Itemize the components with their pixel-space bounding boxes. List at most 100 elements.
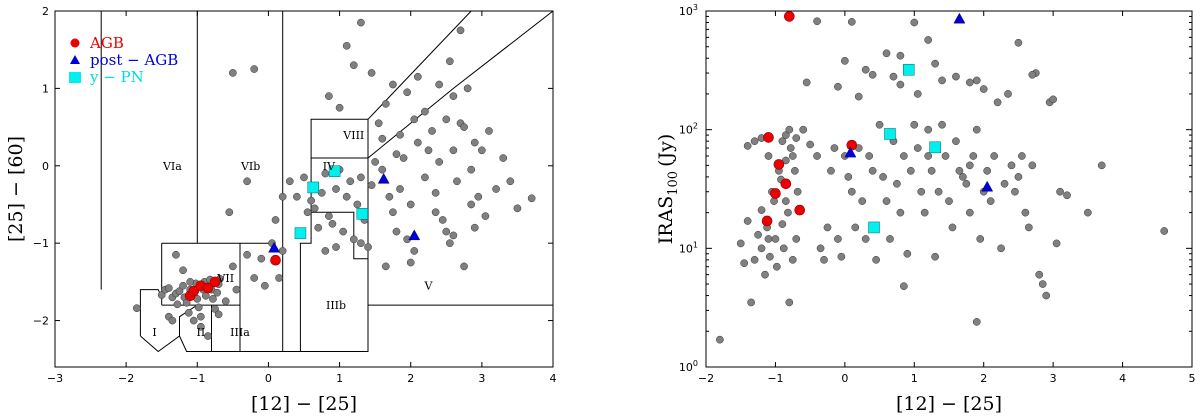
y-tick-label: 100	[679, 359, 698, 374]
x-tick-label: −2	[118, 372, 134, 385]
point-sources	[307, 196, 315, 205]
left-data-points	[132, 18, 536, 340]
point-sources	[879, 173, 887, 181]
point-sources	[910, 18, 919, 27]
point-sources	[952, 72, 960, 81]
point-sources	[969, 152, 978, 160]
point-sources	[743, 217, 752, 225]
y-tick-label: −1	[33, 237, 49, 250]
point-sources	[1004, 90, 1012, 98]
x-tick-label: 3	[1050, 372, 1057, 385]
point-sources	[367, 181, 376, 189]
point-sources	[820, 255, 828, 264]
point-sources	[392, 227, 401, 236]
point-sources	[736, 239, 745, 248]
point-sources	[959, 173, 967, 181]
point-sources	[1097, 161, 1106, 170]
point-sources	[945, 197, 953, 205]
point-sources	[913, 144, 922, 152]
point-sources	[179, 266, 187, 275]
point-sources	[924, 152, 933, 160]
point-sources	[435, 158, 444, 166]
point-sources	[221, 297, 230, 306]
point-agb	[270, 254, 281, 266]
point-sources	[257, 254, 266, 263]
point-sources	[442, 115, 451, 124]
point-sources	[413, 138, 422, 147]
point-sources	[972, 125, 981, 134]
left-legend: AGB post − AGB y − PN	[69, 34, 178, 86]
point-y-pn	[929, 141, 941, 154]
region-label-iiib: IIIb	[326, 299, 346, 312]
point-sources	[934, 187, 943, 196]
right-plot-frame	[705, 10, 1193, 368]
point-sources	[194, 303, 203, 312]
point-sources	[499, 154, 508, 162]
point-sources	[332, 243, 340, 251]
point-sources	[481, 212, 490, 220]
point-sources	[865, 152, 874, 160]
point-sources	[378, 165, 387, 174]
x-tick-label: 0	[841, 372, 848, 385]
point-sources	[1028, 161, 1037, 170]
y-tick-label: 103	[679, 3, 698, 18]
point-sources	[396, 130, 404, 139]
x-tick-label: 1	[336, 372, 343, 385]
point-sources	[740, 259, 749, 268]
point-sources	[858, 197, 867, 205]
point-sources	[965, 78, 974, 87]
x-tick-label: 1	[911, 372, 918, 385]
region-boundary	[179, 305, 241, 352]
point-sources	[1000, 179, 1009, 188]
point-post-agb	[377, 172, 390, 184]
point-sources	[467, 165, 476, 174]
point-y-pn	[294, 227, 307, 239]
point-sources	[374, 119, 383, 128]
point-sources	[172, 250, 180, 259]
y-tick-label: 2	[42, 5, 49, 18]
x-tick-label: −3	[47, 372, 63, 385]
point-sources	[406, 200, 415, 209]
point-agb	[846, 139, 858, 151]
point-sources	[896, 80, 905, 89]
point-sources	[799, 125, 808, 134]
point-sources	[716, 335, 724, 344]
point-sources	[342, 41, 351, 50]
point-sources	[328, 219, 337, 228]
point-sources	[813, 152, 821, 160]
point-sources	[771, 235, 780, 243]
point-sources	[431, 208, 440, 217]
point-agb	[188, 285, 200, 297]
point-sources	[211, 305, 219, 313]
x-tick-label: 0	[265, 372, 272, 385]
point-sources	[467, 200, 476, 209]
point-sources	[275, 274, 283, 282]
region-boundary	[300, 304, 553, 352]
region-boundary	[310, 118, 369, 158]
point-y-pn	[884, 128, 896, 140]
point-sources	[392, 150, 401, 159]
point-sources	[364, 243, 372, 251]
point-sources	[896, 51, 905, 60]
point-post-agb	[844, 146, 857, 158]
region-label-viii: VIII	[342, 129, 364, 142]
point-sources	[261, 281, 269, 290]
point-sources	[175, 287, 184, 296]
point-sources	[250, 65, 259, 73]
point-sources	[399, 154, 408, 162]
point-sources	[990, 152, 998, 160]
point-sources	[772, 262, 781, 271]
point-sources	[463, 84, 472, 93]
region-label-iv: IV	[323, 160, 336, 173]
point-sources	[214, 310, 223, 319]
point-sources	[449, 146, 458, 155]
point-sources	[997, 244, 1005, 253]
point-sources	[784, 208, 792, 217]
point-sources	[938, 76, 946, 85]
region-label-via: VIa	[162, 160, 182, 173]
point-y-pn	[307, 181, 319, 194]
point-sources	[435, 80, 444, 89]
point-sources	[743, 142, 752, 150]
point-sources	[965, 161, 974, 170]
left-ticks: −3 −2 −1 0 1 2 3 4 −2 −1 0 1 2	[33, 5, 557, 385]
